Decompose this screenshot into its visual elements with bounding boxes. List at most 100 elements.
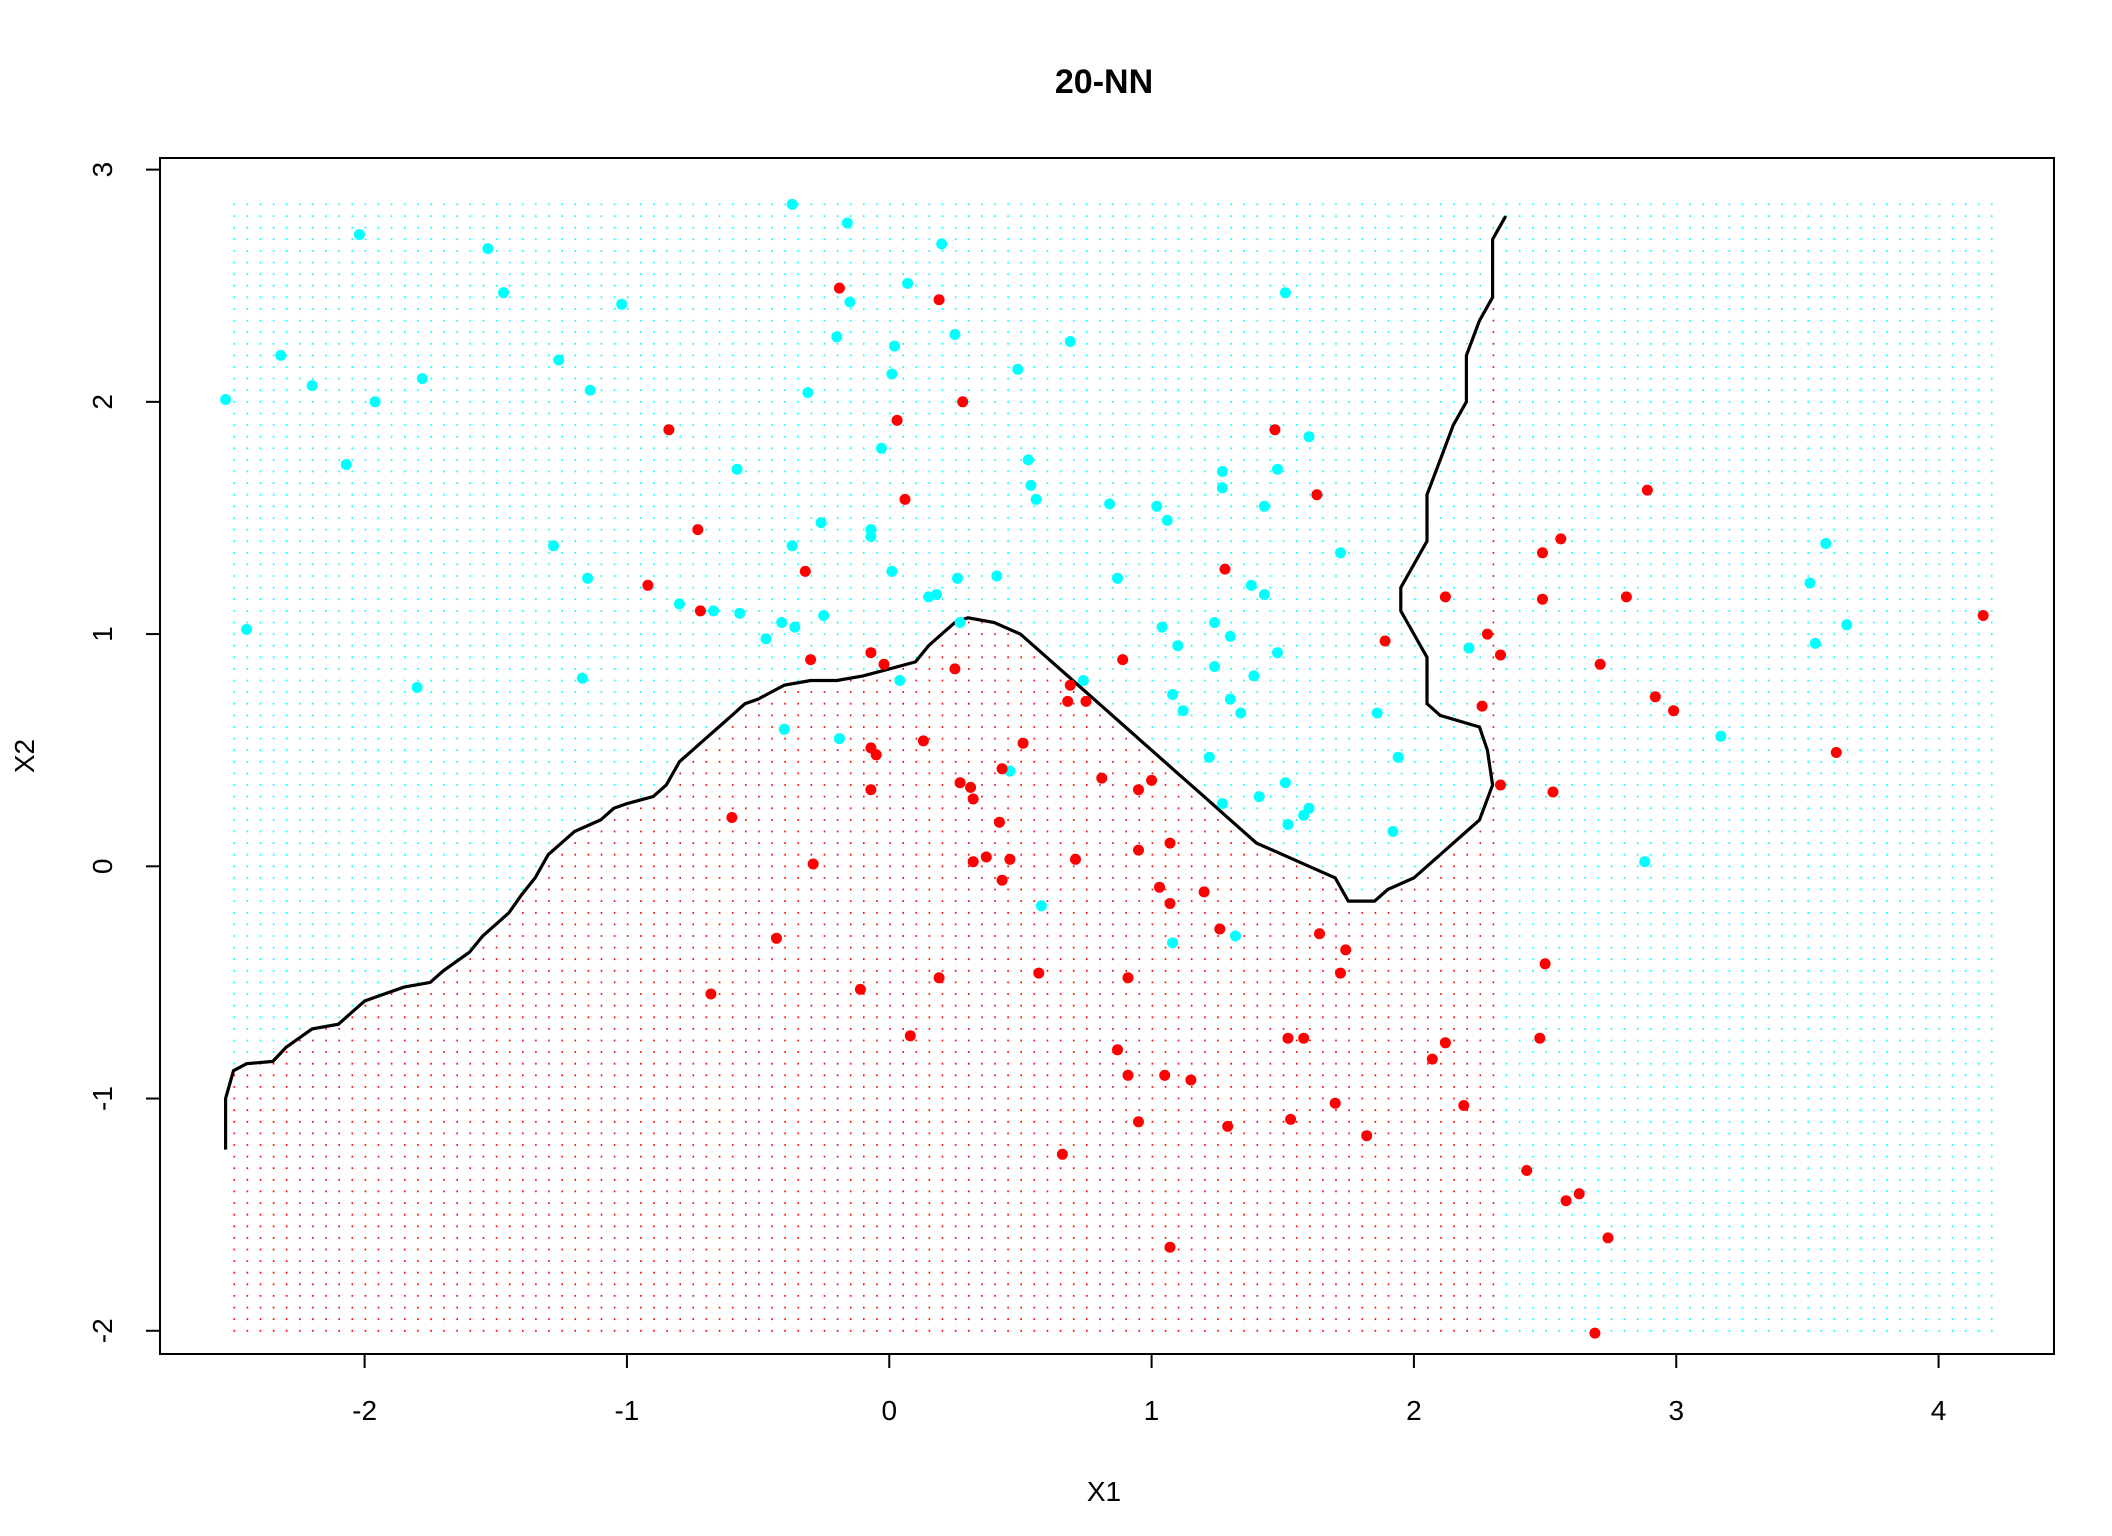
point-series-1-85 xyxy=(1555,533,1567,545)
point-series-0-75 xyxy=(1245,579,1257,591)
point-series-0-77 xyxy=(1253,791,1265,803)
point-series-0-83 xyxy=(1279,777,1291,789)
y-tick-label: -2 xyxy=(87,1318,118,1343)
point-series-0-24 xyxy=(786,540,798,552)
point-series-1-87 xyxy=(1573,1188,1585,1200)
point-series-0-14 xyxy=(576,672,588,684)
point-series-1-9 xyxy=(807,858,819,870)
point-series-1-1 xyxy=(692,524,704,536)
point-series-1-73 xyxy=(1439,591,1451,603)
point-series-0-31 xyxy=(833,733,845,745)
point-series-1-93 xyxy=(1649,691,1661,703)
point-series-0-88 xyxy=(1335,547,1346,559)
point-series-1-68 xyxy=(1340,944,1352,956)
point-series-1-48 xyxy=(1133,784,1144,796)
point-series-1-12 xyxy=(865,647,877,659)
chart-title: 20-NN xyxy=(1055,63,1153,101)
point-series-1-92 xyxy=(1641,484,1653,496)
point-series-0-61 xyxy=(1161,514,1173,526)
point-series-1-11 xyxy=(854,983,866,995)
point-series-0-94 xyxy=(1639,856,1651,868)
point-series-1-17 xyxy=(891,414,903,426)
point-series-1-80 xyxy=(1534,1032,1546,1044)
point-series-0-2 xyxy=(275,349,287,361)
point-series-0-70 xyxy=(1216,466,1228,477)
point-series-1-69 xyxy=(1361,1130,1373,1142)
point-series-0-36 xyxy=(875,442,887,454)
point-series-0-33 xyxy=(844,296,856,308)
x-tick-label: -2 xyxy=(352,1395,377,1426)
point-series-1-58 xyxy=(1222,1120,1234,1132)
point-series-1-54 xyxy=(1164,1241,1176,1253)
point-series-0-11 xyxy=(548,540,559,552)
point-series-0-58 xyxy=(1112,572,1123,584)
point-series-0-48 xyxy=(991,570,1003,582)
point-series-0-52 xyxy=(1025,479,1037,491)
point-series-1-77 xyxy=(1495,649,1506,661)
point-series-0-67 xyxy=(1209,617,1221,628)
point-series-0-32 xyxy=(841,217,853,229)
point-series-1-51 xyxy=(1159,1069,1171,1081)
point-series-1-52 xyxy=(1164,898,1176,909)
point-series-1-75 xyxy=(1476,700,1488,712)
point-series-1-20 xyxy=(917,735,929,747)
y-tick-label: -1 xyxy=(87,1086,118,1111)
point-series-0-54 xyxy=(1035,900,1047,912)
point-series-0-80 xyxy=(1272,463,1283,475)
point-series-0-4 xyxy=(340,459,352,470)
point-series-0-57 xyxy=(1104,498,1116,510)
point-series-1-21 xyxy=(933,294,945,306)
point-series-1-18 xyxy=(899,493,911,505)
point-series-1-2 xyxy=(694,605,706,617)
point-series-0-97 xyxy=(1820,538,1832,549)
point-series-1-45 xyxy=(1122,1069,1134,1081)
point-series-0-91 xyxy=(1392,751,1404,763)
decision-boundary-layer xyxy=(224,215,1508,1150)
point-series-0-69 xyxy=(1216,482,1228,494)
point-series-1-56 xyxy=(1198,886,1210,898)
point-series-0-30 xyxy=(831,331,843,343)
point-series-0-55 xyxy=(1064,336,1076,347)
point-series-0-25 xyxy=(789,621,801,633)
point-series-1-50 xyxy=(1154,881,1165,893)
grid-blue-region xyxy=(233,203,1993,1332)
point-series-1-8 xyxy=(805,654,817,666)
point-series-1-91 xyxy=(1620,591,1632,603)
point-series-1-27 xyxy=(967,793,979,805)
point-series-0-92 xyxy=(1463,642,1475,654)
point-series-1-96 xyxy=(1977,610,1989,621)
point-series-0-99 xyxy=(1216,798,1228,810)
point-series-1-14 xyxy=(870,749,882,761)
point-series-1-37 xyxy=(1062,695,1074,707)
point-series-1-47 xyxy=(1133,1116,1144,1128)
point-series-0-26 xyxy=(786,198,798,210)
point-series-0-50 xyxy=(1012,363,1024,375)
point-series-1-59 xyxy=(1219,563,1231,575)
point-series-1-4 xyxy=(726,812,738,823)
point-series-1-71 xyxy=(1426,1053,1438,1065)
plot-frame xyxy=(159,157,2055,1355)
point-series-1-82 xyxy=(1537,593,1548,605)
point-series-0-16 xyxy=(616,298,628,310)
y-tick-label: 0 xyxy=(87,859,118,875)
point-series-0-9 xyxy=(482,243,494,255)
point-series-0-38 xyxy=(889,340,900,352)
point-series-1-64 xyxy=(1311,489,1323,501)
point-series-1-67 xyxy=(1335,967,1346,979)
point-series-0-29 xyxy=(818,610,830,621)
point-series-0-43 xyxy=(931,589,942,601)
point-series-0-95 xyxy=(1804,577,1816,589)
point-series-1-86 xyxy=(1560,1195,1572,1207)
point-series-1-32 xyxy=(996,874,1008,886)
point-series-1-89 xyxy=(1594,658,1606,670)
point-series-0-81 xyxy=(1272,647,1283,659)
point-series-1-40 xyxy=(1080,695,1092,707)
point-series-1-61 xyxy=(1282,1032,1294,1044)
y-axis-label: X2 xyxy=(9,739,40,773)
point-series-1-19 xyxy=(904,1030,916,1042)
point-series-1-22 xyxy=(933,972,945,984)
y-tick-label: 1 xyxy=(87,626,118,642)
point-series-0-84 xyxy=(1282,819,1294,830)
point-series-1-5 xyxy=(771,932,782,944)
